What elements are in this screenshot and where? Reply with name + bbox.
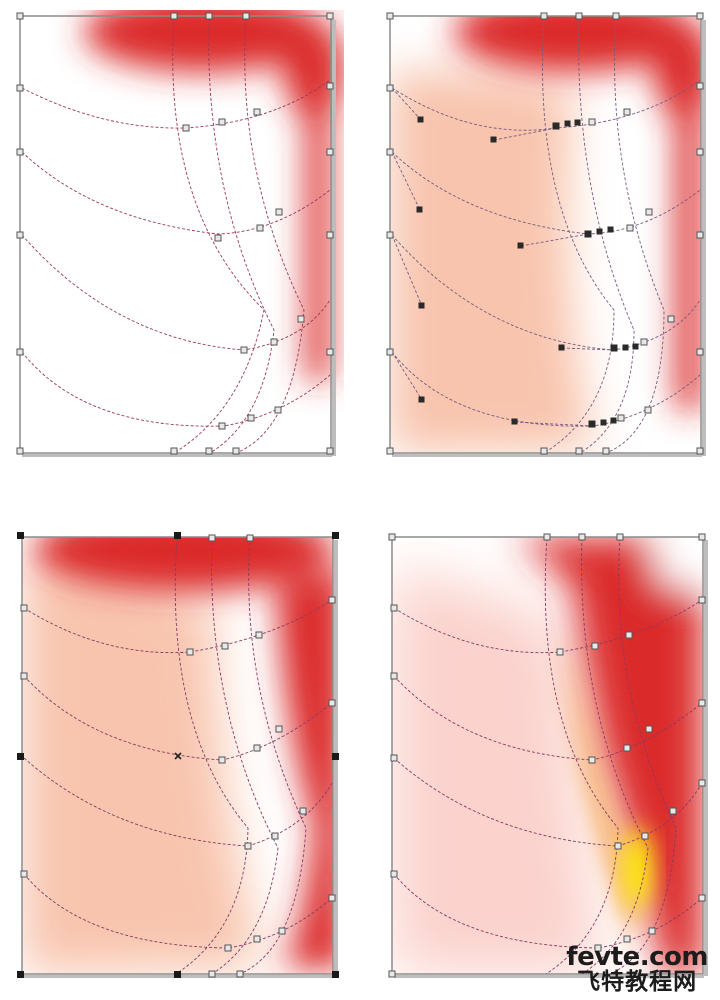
watermark: fevte.com 飞特教程网 [566,944,708,994]
watermark-site: fevte.com [566,942,708,972]
mesh-panel-1 [14,10,344,460]
mesh-panel-3 [14,528,344,988]
mesh-panel-4 [384,528,714,988]
watermark-cn: 飞特教程网 [577,969,698,995]
mesh-panel-2 [384,10,714,460]
